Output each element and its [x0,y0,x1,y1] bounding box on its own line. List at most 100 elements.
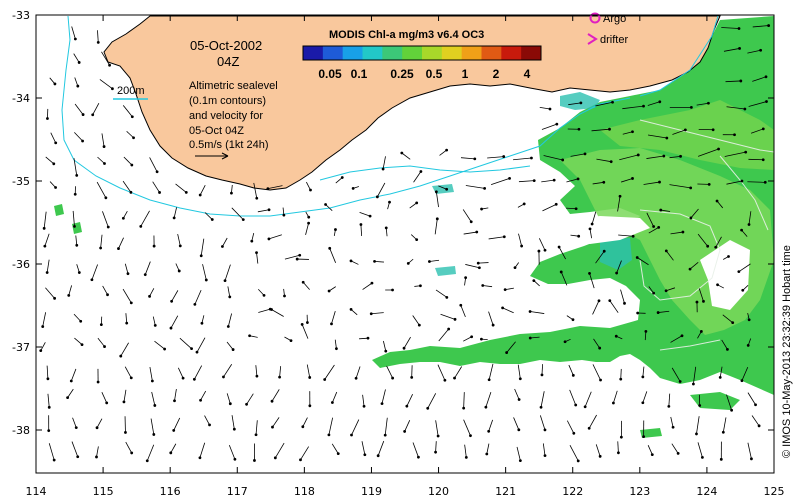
y-axis: -33 -34 -35 -36 -37 -38 [12,9,774,437]
velocity-arrow-head [503,288,507,292]
colorbar-segment [303,46,324,60]
velocity-arrow [463,419,471,436]
velocity-arrow-head [470,335,474,339]
velocity-arrow [170,443,177,454]
velocity-arrow-head [139,224,143,228]
velocity-arrow-head [226,325,230,328]
velocity-arrow-head [241,218,245,222]
velocity-arrow-head [73,225,76,228]
velocity-arrow-head [480,337,483,341]
velocity-arrow-head [221,245,224,248]
velocity-arrow-head [656,311,660,314]
velocity-arrow-head [436,434,440,438]
velocity-arrow [644,331,647,341]
velocity-arrow [454,366,463,379]
velocity-arrow-head [513,266,517,270]
velocity-arrow [747,181,766,183]
velocity-arrow [565,207,577,210]
chl-patch-cyan [560,92,600,110]
velocity-arrow [45,287,55,299]
velocity-arrow-head [289,339,293,343]
velocity-arrow-head [222,375,225,379]
velocity-arrow-head [763,180,767,184]
velocity-arrow [42,312,47,327]
velocity-arrow [669,184,691,189]
velocity-arrow-head [480,207,483,211]
velocity-arrow-head [380,402,384,406]
velocity-arrow [361,441,366,455]
velocity-arrow-head [91,113,95,117]
velocity-arrow [68,285,73,296]
velocity-arrow [412,315,420,326]
velocity-arrow-head [476,261,480,265]
velocity-arrow-head [340,176,344,179]
velocity-arrow-head [150,379,154,383]
velocity-arrow-head [619,435,623,439]
velocity-arrow-head [119,354,123,358]
velocity-arrow [151,391,156,406]
velocity-arrow [385,227,388,237]
velocity-arrow [698,288,704,302]
velocity-arrow-head [475,230,479,234]
velocity-arrow-head [518,377,522,381]
velocity-arrow [591,211,597,225]
velocity-arrow [435,420,439,437]
velocity-arrow-head [434,190,438,194]
velocity-arrow [716,200,724,209]
velocity-arrow [174,388,177,401]
velocity-arrow [541,364,543,375]
velocity-arrow [222,237,228,247]
velocity-arrow-head [517,398,521,401]
velocity-arrow [747,442,752,459]
velocity-arrow-head [376,454,380,458]
velocity-arrow [71,26,76,40]
velocity-arrow [490,177,510,185]
velocity-arrow-head [532,279,536,282]
velocity-arrow-head [273,456,277,460]
velocity-arrow [144,261,151,275]
velocity-arrow-head [75,243,79,247]
velocity-arrow-head [46,117,49,120]
velocity-arrow [359,337,369,340]
velocity-arrow [539,106,551,110]
velocity-arrow [725,80,741,83]
velocity-arrow-head [426,406,430,410]
velocity-arrow-head [635,256,639,259]
colorbar-tick-label: 4 [524,67,531,81]
x-tick-label: 122 [562,485,583,498]
velocity-arrow-head [117,247,120,250]
velocity-arrow [146,444,155,461]
velocity-arrow-head [388,200,391,204]
velocity-arrow [382,340,387,352]
velocity-arrow [328,417,334,435]
velocity-arrow [324,364,335,380]
velocity-arrow-head [679,154,682,158]
velocity-arrow-head [614,334,618,338]
velocity-arrow-head [700,455,704,459]
velocity-arrow-head [548,107,552,111]
velocity-arrow-head [445,295,449,299]
velocity-arrow-head [484,405,488,409]
colorbar-segment [322,46,344,60]
velocity-arrow [122,105,133,117]
colorbar-border [302,45,542,61]
velocity-arrow [460,157,475,160]
velocity-arrow-head [172,216,176,220]
velocity-arrow-head [532,179,536,183]
velocity-arrow-head [228,402,232,406]
velocity-arrow-head [350,433,353,437]
velocity-arrow-head [295,257,299,261]
velocity-arrow-head [680,334,684,338]
colorbar-segment [342,46,363,60]
velocity-arrow-head [759,48,763,52]
velocity-arrow [306,364,311,378]
velocity-arrow [268,234,282,240]
velocity-arrow-head [148,294,151,298]
velocity-arrow [588,414,597,429]
velocity-arrow [592,181,604,185]
velocity-arrow [723,48,740,52]
velocity-arrow-head [652,291,656,295]
velocity-arrow [329,248,336,263]
velocity-arrow [668,393,671,407]
velocity-arrow [257,209,270,213]
